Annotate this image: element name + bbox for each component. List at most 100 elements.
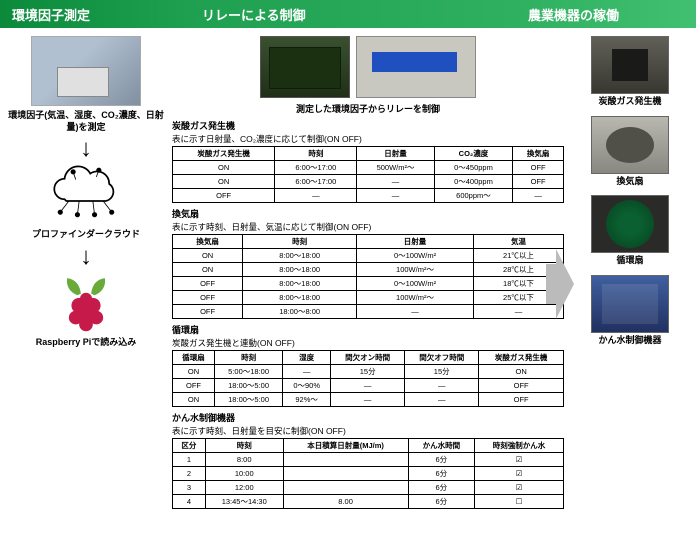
table-cell: — <box>275 189 357 203</box>
table-row: 312:006分☑ <box>173 481 564 495</box>
device-photo <box>591 116 669 174</box>
table-row: 18:00 6分☑ <box>173 453 564 467</box>
table-header: 時刻強制かん水 <box>475 439 564 453</box>
device-item: 炭酸ガス発生機 <box>591 36 669 108</box>
table-cell: 6分 <box>408 495 474 509</box>
sensor-caption: 環境因子(気温、湿度、CO₂濃度、日射量)を測定 <box>6 110 166 133</box>
table-cell: ON <box>173 263 243 277</box>
table-header: 時刻 <box>275 147 357 161</box>
table-cell: 18:00～8:00 <box>243 305 357 319</box>
table-cell: 5:00～18:00 <box>215 365 283 379</box>
table-row: OFF18:00～8:00—— <box>173 305 564 319</box>
table-header: 時刻 <box>243 235 357 249</box>
header-relay: リレーによる制御 <box>190 0 516 28</box>
table-cell: — <box>405 393 479 407</box>
table-cell: ☑ <box>475 481 564 495</box>
table-cell: — <box>331 379 405 393</box>
table-cell: 600ppm～ <box>434 189 513 203</box>
table-cell: OFF <box>173 305 243 319</box>
table-row: OFF8:00～18:000～100W/m²18℃以下 <box>173 277 564 291</box>
table-cell: 6分 <box>408 453 474 467</box>
table-header: 区分 <box>173 439 206 453</box>
table-row: OFF8:00～18:00100W/m²～25℃以下 <box>173 291 564 305</box>
device-photo <box>591 36 669 94</box>
table-cell: 8:00 <box>205 453 283 467</box>
device-label: 循環扇 <box>616 255 643 267</box>
raspberry-caption: Raspberry Piで読み込み <box>36 337 137 349</box>
table-cell: ☑ <box>475 453 564 467</box>
table-cell: 15分 <box>405 365 479 379</box>
table-row: ON18:00～5:0092%～——OFF <box>173 393 564 407</box>
table-header: 本日積算日射量(MJ/m) <box>283 439 408 453</box>
table-cell: ON <box>173 365 215 379</box>
table-header: 換気扇 <box>513 147 564 161</box>
irr-sub: 表に示す時刻、日射量を目安に制御(ON OFF) <box>172 425 564 437</box>
header-measure-label: 環境因子測定 <box>12 5 90 24</box>
table-cell: 0～90% <box>283 379 331 393</box>
table-cell <box>283 453 408 467</box>
column-measure: 環境因子(気温、湿度、CO₂濃度、日射量)を測定 ↓ プロファインダークラウド … <box>6 36 166 531</box>
table-row: 413:45～14:308.006分☐ <box>173 495 564 509</box>
table-header: 換気扇 <box>173 235 243 249</box>
section-co2: 炭酸ガス発生機 表に示す日射量、CO₂濃度に応じて制御(ON OFF) 炭酸ガス… <box>172 119 564 203</box>
relay-board-photos <box>172 36 564 98</box>
header-row: 環境因子測定 リレーによる制御 農業機器の稼働 <box>0 0 696 28</box>
device-photo <box>591 275 669 333</box>
table-row: ON5:00～18:00—15分15分ON <box>173 365 564 379</box>
table-cell: — <box>405 379 479 393</box>
table-cell: 0～100W/m² <box>357 277 474 291</box>
table-cell: 0～400ppm <box>434 175 513 189</box>
table-cell: ☐ <box>475 495 564 509</box>
header-relay-label: リレーによる制御 <box>202 5 306 24</box>
table-cell: 10:00 <box>205 467 283 481</box>
table-header: 日射量 <box>357 235 474 249</box>
table-cell: OFF <box>513 175 564 189</box>
cloud-icon <box>41 165 131 225</box>
table-cell: 8:00～18:00 <box>243 249 357 263</box>
table-cell: ON <box>173 175 275 189</box>
table-cell: OFF <box>173 379 215 393</box>
relay-board-photo-2 <box>356 36 476 98</box>
table-cell: 1 <box>173 453 206 467</box>
table-row: OFF18:00～5:000～90%——OFF <box>173 379 564 393</box>
table-cell: 6:00～17:00 <box>275 161 357 175</box>
table-cell: 8:00～18:00 <box>243 277 357 291</box>
co2-sub: 表に示す日射量、CO₂濃度に応じて制御(ON OFF) <box>172 133 564 145</box>
table-cell: 6:00～17:00 <box>275 175 357 189</box>
header-operate: 農業機器の稼働 <box>516 0 696 28</box>
circ-table: 循環扇時刻湿度間欠オン時間間欠オフ時間炭酸ガス発生機ON5:00～18:00—1… <box>172 350 564 407</box>
table-header: 間欠オフ時間 <box>405 351 479 365</box>
fan-table: 換気扇時刻日射量気温ON8:00～18:000～100W/m²21℃以上ON8:… <box>172 234 564 319</box>
table-cell: 0～450ppm <box>434 161 513 175</box>
table-cell: ☑ <box>475 467 564 481</box>
table-header: 間欠オン時間 <box>331 351 405 365</box>
irr-table: 区分時刻本日積算日射量(MJ/m)かん水時間時刻強制かん水18:006分☑210… <box>172 438 564 509</box>
table-cell: OFF <box>513 161 564 175</box>
fan-title: 換気扇 <box>172 207 564 220</box>
table-header: かん水時間 <box>408 439 474 453</box>
table-header: 炭酸ガス発生機 <box>479 351 564 365</box>
device-photo <box>591 195 669 253</box>
table-cell: 15分 <box>331 365 405 379</box>
section-irr: かん水制御機器 表に示す時刻、日射量を目安に制御(ON OFF) 区分時刻本日積… <box>172 411 564 509</box>
big-arrow-right-icon <box>556 249 574 319</box>
device-item: かん水制御機器 <box>591 275 669 347</box>
table-cell: — <box>331 393 405 407</box>
table-cell: 13:45～14:30 <box>205 495 283 509</box>
chevron-right-icon <box>188 0 200 28</box>
table-row: ON6:00～17:00500W/m²～0～450ppmOFF <box>173 161 564 175</box>
relay-board-photo-1 <box>260 36 350 98</box>
arrow-down-icon: ↓ <box>80 245 92 269</box>
column-relay: 測定した環境因子からリレーを制御 炭酸ガス発生機 表に示す日射量、CO₂濃度に応… <box>172 36 564 531</box>
table-cell: 6分 <box>408 467 474 481</box>
circ-sub: 炭酸ガス発生機と連動(ON OFF) <box>172 337 564 349</box>
table-cell: OFF <box>173 189 275 203</box>
table-cell: 0～100W/m² <box>357 249 474 263</box>
table-row: ON8:00～18:000～100W/m²21℃以上 <box>173 249 564 263</box>
table-cell: — <box>357 189 434 203</box>
table-cell: ON <box>173 161 275 175</box>
table-cell: 100W/m²～ <box>357 291 474 305</box>
table-cell: 8.00 <box>283 495 408 509</box>
table-row: 210:006分☑ <box>173 467 564 481</box>
table-cell: — <box>513 189 564 203</box>
